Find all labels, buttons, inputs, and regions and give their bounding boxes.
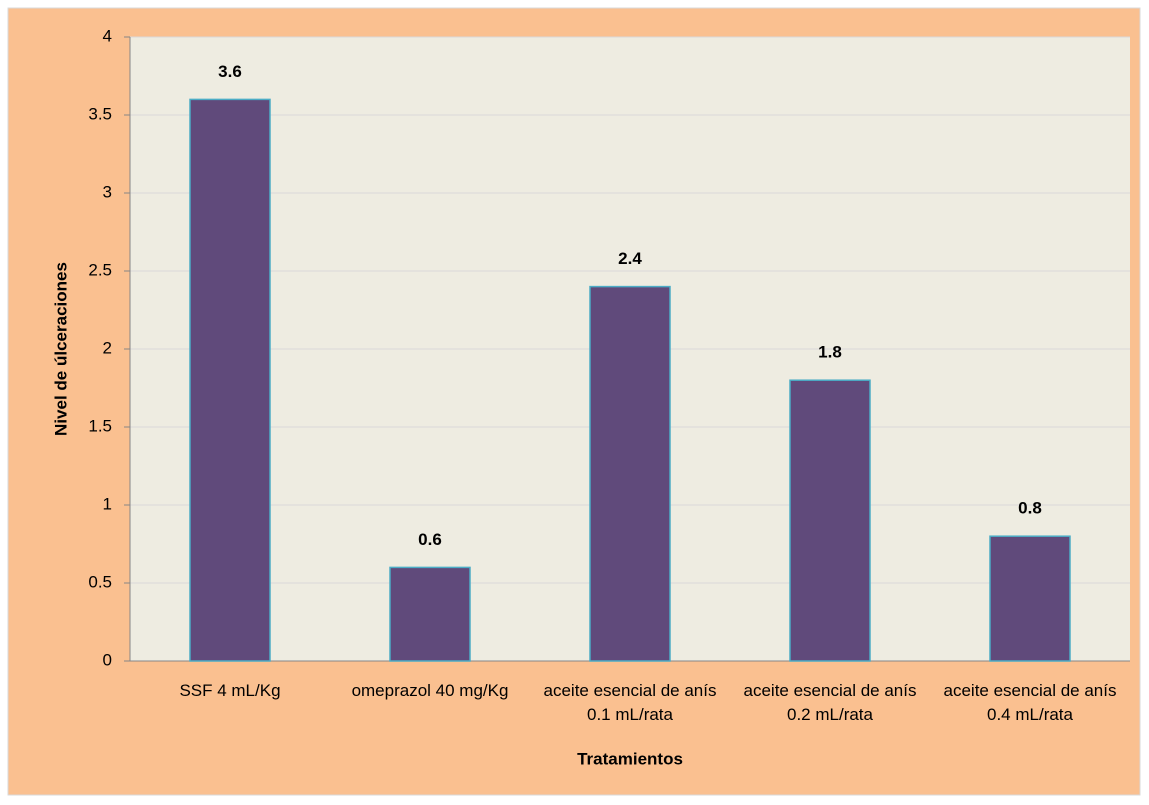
bar [989, 535, 1071, 662]
data-label: 0.8 [1018, 499, 1042, 518]
x-tick-label: SSF 4 mL/Kg [179, 681, 281, 700]
y-axis-title: Nivel de úlceraciones [51, 262, 70, 436]
data-label: 1.8 [818, 343, 842, 362]
y-tick-label: 1 [103, 494, 112, 513]
x-tick-label: aceite esencial de anís 0.1 mL/rata [543, 681, 717, 724]
data-label: 2.4 [618, 249, 642, 268]
x-tick-label: aceite esencial de anís 0.2 mL/rata [743, 681, 917, 724]
bar [789, 379, 871, 662]
y-tick-label: 3 [103, 182, 112, 201]
y-tick-label: 0 [103, 650, 112, 669]
x-axis-title: Tratamientos [577, 749, 683, 768]
y-tick-label: 1.5 [88, 416, 112, 435]
bar [389, 566, 471, 662]
data-label: 3.6 [218, 62, 242, 81]
bar [589, 285, 671, 662]
y-tick-label: 4 [103, 26, 112, 45]
y-tick-label: 2 [103, 338, 112, 357]
data-label: 0.6 [418, 530, 442, 549]
bar [189, 98, 271, 662]
x-tick-label: aceite esencial de anís 0.4 mL/rata [943, 681, 1117, 724]
y-tick-label: 3.5 [88, 104, 112, 123]
x-tick-label: omeprazol 40 mg/Kg [351, 681, 509, 700]
y-tick-label: 2.5 [88, 260, 112, 279]
y-tick-label: 0.5 [88, 572, 112, 591]
